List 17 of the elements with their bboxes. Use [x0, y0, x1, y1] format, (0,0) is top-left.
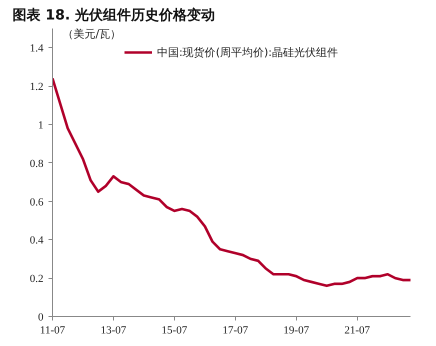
y-tick-label: 1.2: [30, 81, 44, 94]
x-tick-label: 11-07: [40, 324, 66, 336]
line-series: [52, 77, 410, 288]
y-tick-label: 0.8: [30, 158, 44, 170]
x-tick-label: 21-07: [344, 324, 371, 336]
x-tick-label: 19-07: [283, 324, 310, 336]
y-tick-label: 1: [38, 120, 44, 132]
y-tick-label: 1.4: [30, 42, 44, 55]
chart-title: 图表 18. 光伏组件历史价格变动: [12, 6, 216, 24]
x-tick-label: 15-07: [162, 324, 188, 336]
y-tick-label: 0.4: [30, 234, 44, 247]
x-tick-label: 13-07: [100, 324, 127, 336]
y-tick-label: 0: [38, 312, 44, 324]
y-tick-label: 0.6: [30, 196, 44, 208]
y-tick-label: 0.2: [30, 273, 44, 286]
x-tick-label: 17-07: [222, 324, 249, 336]
legend-label: 中国:现货价(周平均价):晶硅光伏组件: [157, 44, 338, 60]
